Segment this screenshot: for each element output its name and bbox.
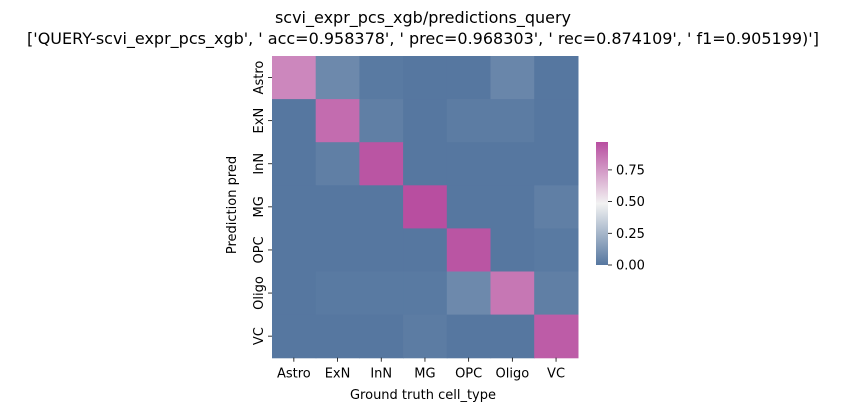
heatmap-cell-MG-MG xyxy=(403,185,448,229)
heatmap-cell-VC-ExN xyxy=(315,314,360,359)
heatmap-cell-InN-ExN xyxy=(315,142,360,186)
heatmap-cell-VC-VC xyxy=(534,314,579,359)
x-tick-label: InN xyxy=(370,367,392,382)
heatmap-cell-InN-MG xyxy=(403,142,448,186)
heatmap-cell-MG-InN xyxy=(359,185,404,229)
colorbar-tick-label: 0.00 xyxy=(616,259,645,274)
y-tick-label: MG xyxy=(252,196,267,217)
heatmap-cell-VC-MG xyxy=(403,314,448,359)
chart-title: scvi_expr_pcs_xgb/predictions_query xyxy=(275,8,571,28)
heatmap-cell-InN-VC xyxy=(534,142,579,186)
heatmap-cell-InN-OPC xyxy=(446,142,492,186)
heatmap-cell-Astro-ExN xyxy=(315,56,360,100)
colorbar-tick-label: 0.25 xyxy=(616,227,645,242)
y-tick-label: Astro xyxy=(252,61,267,95)
heatmap-cell-Oligo-OPC xyxy=(446,271,492,316)
heatmap-cell-OPC-VC xyxy=(534,228,579,273)
heatmap-cell-ExN-MG xyxy=(403,99,448,143)
heatmap-cell-Astro-VC xyxy=(534,56,579,100)
colorbar xyxy=(596,142,608,265)
heatmap-cell-MG-Oligo xyxy=(490,185,535,229)
colorbar-ticks: 0.00 0.25 0.50 0.75 xyxy=(608,163,645,274)
heatmap-cell-VC-Oligo xyxy=(490,314,535,359)
y-axis-ticks: Astro ExN InN MG OPC Oligo VC xyxy=(252,61,272,345)
heatmap-cell-OPC-Oligo xyxy=(490,228,535,273)
x-tick-label: ExN xyxy=(325,367,351,382)
heatmap-cell-OPC-MG xyxy=(403,228,448,273)
x-tick-label: Astro xyxy=(277,367,311,382)
x-tick-label: OPC xyxy=(455,367,482,382)
heatmap-cell-Astro-Astro xyxy=(272,56,317,100)
heatmap-cell-Astro-Oligo xyxy=(490,56,535,100)
heatmap-cell-MG-ExN xyxy=(315,185,360,229)
x-tick-label: VC xyxy=(547,367,565,382)
heatmap-cell-InN-Oligo xyxy=(490,142,535,186)
heatmap-cell-OPC-OPC xyxy=(446,228,492,273)
heatmap-cells xyxy=(272,56,579,359)
heatmap-cell-Astro-InN xyxy=(359,56,404,100)
heatmap-cell-MG-VC xyxy=(534,185,579,229)
heatmap-cell-ExN-Oligo xyxy=(490,99,535,143)
y-tick-label: VC xyxy=(252,327,267,345)
y-tick-label: InN xyxy=(252,153,267,175)
heatmap-cell-Astro-OPC xyxy=(446,56,492,100)
heatmap-cell-VC-InN xyxy=(359,314,404,359)
heatmap-cell-ExN-ExN xyxy=(315,99,360,143)
heatmap-cell-VC-OPC xyxy=(446,314,492,359)
colorbar-tick-label: 0.75 xyxy=(616,163,645,178)
heatmap-cell-InN-Astro xyxy=(272,142,317,186)
x-tick-label: Oligo xyxy=(496,367,530,382)
heatmap-cell-Oligo-MG xyxy=(403,271,448,316)
x-axis-ticks: Astro ExN InN MG OPC Oligo VC xyxy=(277,357,565,382)
heatmap-cell-ExN-VC xyxy=(534,99,579,143)
heatmap-cell-VC-Astro xyxy=(272,314,317,359)
y-tick-label: OPC xyxy=(252,236,267,263)
colorbar-tick-label: 0.50 xyxy=(616,195,645,210)
heatmap-cell-MG-OPC xyxy=(446,185,492,229)
heatmap-cell-Oligo-VC xyxy=(534,271,579,316)
heatmap-cell-MG-Astro xyxy=(272,185,317,229)
heatmap-cell-ExN-OPC xyxy=(446,99,492,143)
heatmap-cell-Oligo-InN xyxy=(359,271,404,316)
heatmap-cell-InN-InN xyxy=(359,142,404,186)
y-axis-label: Prediction pred xyxy=(225,156,240,254)
heatmap-cell-ExN-InN xyxy=(359,99,404,143)
heatmap-cell-Oligo-Oligo xyxy=(490,271,535,316)
heatmap-cell-Astro-MG xyxy=(403,56,448,100)
heatmap-cell-OPC-ExN xyxy=(315,228,360,273)
heatmap-cell-OPC-InN xyxy=(359,228,404,273)
heatmap-cell-Oligo-ExN xyxy=(315,271,360,316)
chart-subtitle: ['QUERY-scvi_expr_pcs_xgb', ' acc=0.9583… xyxy=(27,29,819,49)
x-tick-label: MG xyxy=(414,367,435,382)
heatmap-cell-ExN-Astro xyxy=(272,99,317,143)
heatmap-cell-OPC-Astro xyxy=(272,228,317,273)
x-axis-label: Ground truth cell_type xyxy=(350,388,496,403)
heatmap-cell-Oligo-Astro xyxy=(272,271,317,316)
y-tick-label: ExN xyxy=(252,108,267,134)
y-tick-label: Oligo xyxy=(252,276,267,310)
